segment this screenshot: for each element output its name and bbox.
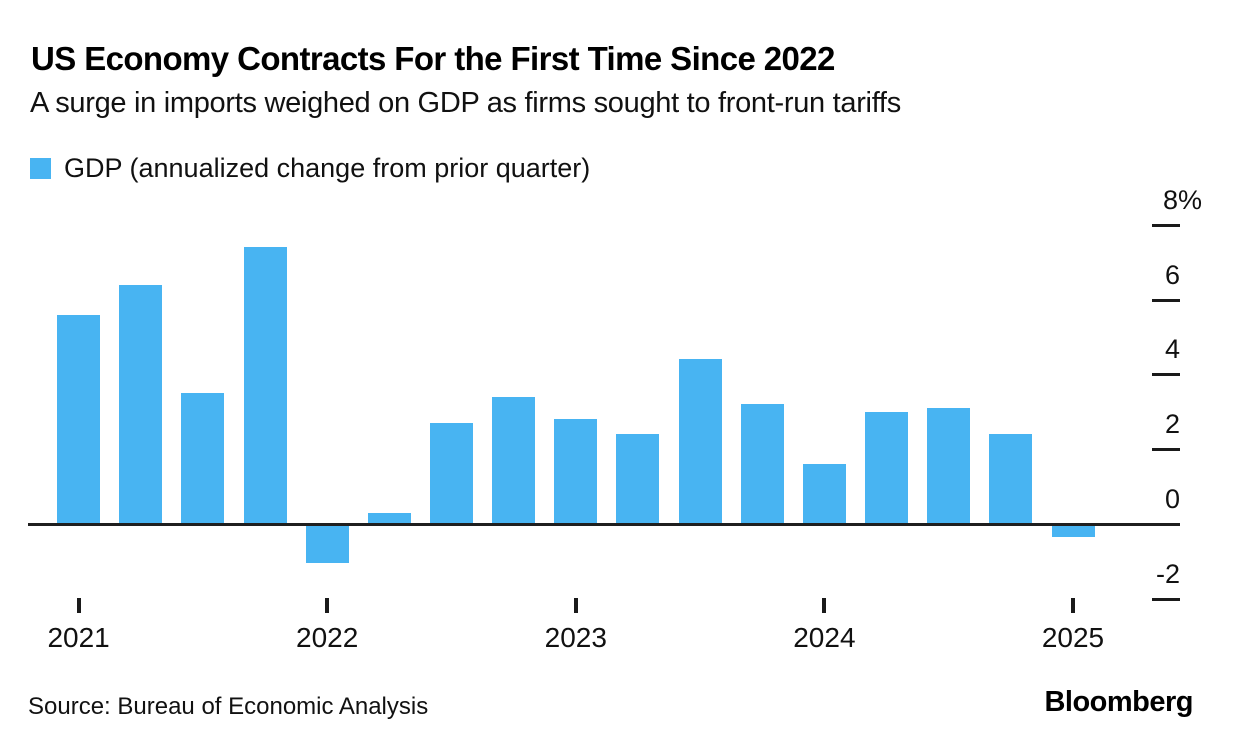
bar-2022-q3 — [430, 423, 473, 524]
y-tick-dash-6 — [1152, 298, 1180, 302]
bar-2023-q4 — [740, 404, 784, 524]
bar-2025-q1 — [1051, 526, 1095, 538]
legend-swatch-icon — [30, 158, 51, 179]
x-axis-zero-line — [28, 523, 1180, 526]
bar-2024-q3 — [927, 408, 971, 524]
bar-2023-q2 — [616, 434, 660, 524]
bar-2021-q2 — [119, 284, 163, 524]
y-tick-dash-8 — [1152, 223, 1180, 227]
y-tick-label-4: 4 — [1164, 334, 1180, 365]
y-tick-label-6: 6 — [1164, 259, 1180, 290]
bar-2022-q2 — [367, 512, 411, 524]
y-tick-label-2: 2 — [1164, 409, 1180, 440]
bar-2021-q4 — [243, 247, 287, 524]
x-tick-dash-2024 — [822, 598, 827, 613]
bloomberg-logo: Bloomberg — [1044, 686, 1193, 718]
x-tick-label-2022: 2022 — [296, 622, 359, 653]
y-tick-dash--2 — [1152, 597, 1180, 601]
x-tick-label-2021: 2021 — [47, 622, 110, 653]
y-tick-label--2: -2 — [1155, 558, 1180, 589]
legend: GDP (annualized change from prior quarte… — [30, 153, 590, 184]
bar-2021-q3 — [181, 393, 225, 524]
y-tick-label-0: 0 — [1164, 484, 1180, 514]
bar-2023-q3 — [678, 359, 722, 524]
bar-2023-q1 — [554, 419, 598, 524]
legend-label: GDP (annualized change from prior quarte… — [64, 153, 591, 183]
x-tick-dash-2022 — [325, 598, 330, 613]
bar-2024-q4 — [989, 434, 1033, 524]
x-tick-label-2024: 2024 — [793, 622, 856, 653]
bar-2024-q2 — [865, 411, 909, 524]
bar-2022-q1 — [305, 526, 349, 564]
chart-title: US Economy Contracts For the First Time … — [31, 40, 835, 77]
source-credit: Source: Bureau of Economic Analysis — [28, 693, 429, 720]
y-tick-dash-4 — [1152, 373, 1180, 377]
x-tick-dash-2025 — [1071, 598, 1075, 613]
x-tick-dash-2021 — [76, 598, 81, 613]
chart-subtitle: A surge in imports weighed on GDP as fir… — [30, 87, 901, 119]
bar-2021-q1 — [57, 314, 101, 524]
y-tick-label-8: 8% — [1162, 184, 1202, 215]
y-tick-dash-2 — [1152, 448, 1180, 452]
x-tick-label-2025: 2025 — [1041, 622, 1105, 653]
x-tick-label-2023: 2023 — [544, 622, 607, 653]
bar-2024-q1 — [802, 464, 846, 524]
bar-2022-q4 — [492, 396, 536, 524]
x-tick-dash-2023 — [573, 598, 578, 613]
